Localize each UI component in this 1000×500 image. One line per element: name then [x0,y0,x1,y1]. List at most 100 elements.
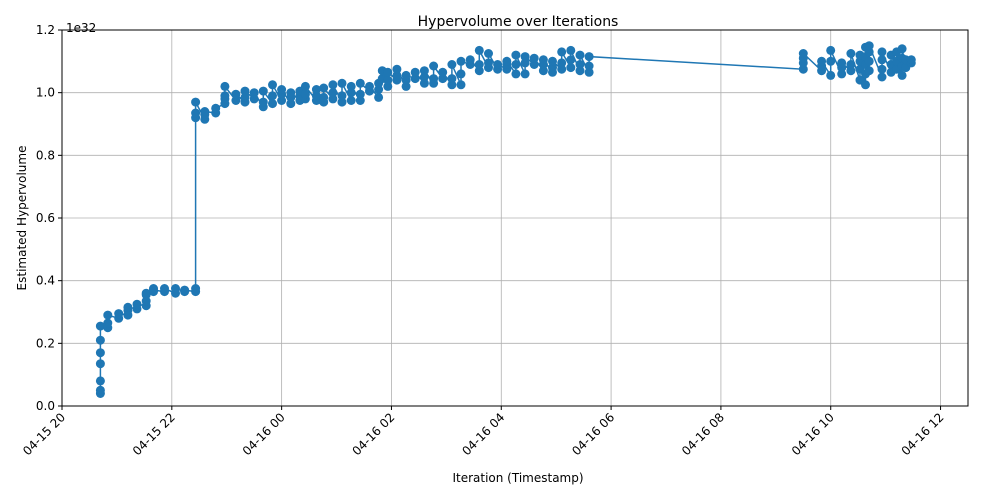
data-point [141,288,151,298]
data-point [300,81,310,91]
data-point [846,49,856,58]
data-point [529,60,539,69]
data-point [566,45,576,55]
data-point [493,60,503,69]
data-point [864,47,874,57]
data-point [300,89,310,99]
data-point [114,309,124,319]
data-point [401,81,411,91]
data-point [447,60,457,69]
data-point [355,89,365,99]
data-point [191,108,201,118]
y-tick-label: 0.2 [36,336,55,350]
data-point [864,56,874,66]
data-point [584,61,594,71]
data-point [231,96,241,105]
y-tick-label: 0.6 [36,211,55,225]
data-point [429,74,439,84]
data-point [346,88,356,98]
data-point [355,96,365,105]
data-point [511,50,521,60]
data-point [103,310,113,320]
data-point [337,97,347,107]
data-point [277,85,287,94]
data-point [346,96,356,105]
data-point [484,58,493,68]
data-point [95,385,105,395]
data-point [220,91,230,101]
y-tick-label: 0.4 [36,274,55,288]
y-axis-title: Estimated Hypervolume [15,146,29,291]
data-point [240,86,250,96]
x-tick-label: 04-15 20 [20,410,68,458]
data-point [897,44,907,54]
data-point [557,58,567,68]
x-tick-label: 04-16 08 [679,410,727,458]
data-point [401,70,411,80]
y-axis: 0.0 0.2 0.4 0.6 0.8 1.0 1.2 [36,23,62,413]
data-point [538,66,548,76]
x-axis: 04-15 20 04-15 22 04-16 00 04-16 02 04-16 04… [20,406,947,458]
data-point [575,66,585,76]
data-point [383,81,393,91]
data-point [465,55,475,65]
data-point [328,88,338,98]
data-point [211,103,221,113]
data-point [383,75,393,85]
y-tick-label: 1.0 [36,86,55,100]
data-point [180,285,190,295]
data-point [365,81,374,91]
data-point [419,78,429,88]
data-point [311,85,321,94]
data-point [392,70,402,80]
data-point [538,55,548,65]
data-point [249,88,259,98]
y-tick-label: 0.0 [36,399,55,413]
data-point [319,83,329,93]
x-axis-title: Iteration (Timestamp) [452,471,583,485]
y-tick-label: 1.2 [36,23,55,37]
data-point [861,80,870,90]
data-point [877,55,887,65]
data-point [220,81,230,91]
data-point [240,92,250,102]
data-point [337,91,347,101]
data-point [557,47,567,57]
data-point [171,284,180,293]
x-tick-label: 04-16 04 [459,410,507,458]
data-point [392,64,402,74]
data-point [906,55,916,65]
x-tick-label: 04-16 10 [789,410,837,458]
data-point [286,99,296,109]
data-point [355,78,365,88]
grid-lines [61,29,968,407]
data-point [328,80,338,90]
data-point [277,96,287,105]
data-point [268,91,277,101]
data-point [160,284,169,293]
y-tick-label: 0.8 [36,148,55,162]
data-point [374,92,384,102]
data-point [520,69,530,79]
data-point [95,348,105,358]
x-tick-label: 04-16 00 [240,410,288,458]
data-point [429,61,439,71]
data-point [798,64,808,74]
data-point [410,74,420,84]
data-point [877,47,887,57]
data-point [877,72,887,82]
data-point [419,72,429,82]
data-point [864,66,874,76]
data-point [864,41,874,51]
data-point [200,107,210,116]
data-point [456,56,466,66]
data-point [447,80,457,90]
data-point [328,94,338,104]
data-point [95,321,105,331]
data-point [95,335,105,345]
data-point [191,97,201,107]
data-point [566,63,576,73]
data-point [95,359,105,369]
data-point [798,49,808,58]
